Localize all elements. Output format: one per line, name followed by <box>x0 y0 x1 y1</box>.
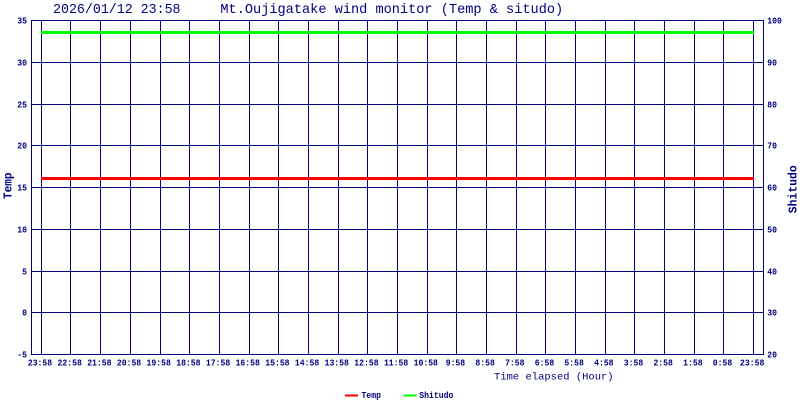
svg-text:15: 15 <box>17 182 27 193</box>
svg-text:Temp: Temp <box>362 390 382 400</box>
svg-text:0:58: 0:58 <box>713 358 733 369</box>
svg-text:50: 50 <box>767 224 777 235</box>
svg-text:Shitudo: Shitudo <box>786 165 800 213</box>
svg-text:30: 30 <box>767 307 777 318</box>
svg-text:Temp: Temp <box>1 172 15 199</box>
svg-text:20:58: 20:58 <box>117 358 142 369</box>
svg-text:5: 5 <box>22 266 27 277</box>
svg-text:21:58: 21:58 <box>87 358 112 369</box>
svg-text:11:58: 11:58 <box>384 358 409 369</box>
svg-text:35: 35 <box>17 15 27 26</box>
svg-text:0: 0 <box>22 307 27 318</box>
svg-text:100: 100 <box>767 15 782 26</box>
svg-text:16:58: 16:58 <box>236 358 261 369</box>
svg-text:2:58: 2:58 <box>653 358 673 369</box>
svg-text:13:58: 13:58 <box>325 358 350 369</box>
svg-text:12:58: 12:58 <box>354 358 379 369</box>
svg-text:18:58: 18:58 <box>176 358 201 369</box>
svg-text:70: 70 <box>767 140 777 151</box>
svg-text:5:58: 5:58 <box>564 358 584 369</box>
svg-text:25: 25 <box>17 99 27 110</box>
svg-text:9:58: 9:58 <box>446 358 466 369</box>
svg-text:30: 30 <box>17 57 27 68</box>
svg-text:8:58: 8:58 <box>475 358 495 369</box>
svg-text:10: 10 <box>17 224 27 235</box>
svg-text:22:58: 22:58 <box>58 358 83 369</box>
svg-text:23:58: 23:58 <box>28 358 53 369</box>
svg-text:Time elapsed (Hour): Time elapsed (Hour) <box>494 372 614 384</box>
svg-text:-5: -5 <box>17 349 27 360</box>
svg-text:23:58: 23:58 <box>740 358 765 369</box>
svg-text:19:58: 19:58 <box>147 358 172 369</box>
svg-text:40: 40 <box>767 266 777 277</box>
svg-text:10:58: 10:58 <box>414 358 439 369</box>
svg-text:14:58: 14:58 <box>295 358 320 369</box>
svg-text:7:58: 7:58 <box>505 358 525 369</box>
svg-text:20: 20 <box>767 349 777 360</box>
svg-text:80: 80 <box>767 99 777 110</box>
svg-text:2026/01/12 23:58: 2026/01/12 23:58 <box>53 2 181 18</box>
svg-text:Shitudo: Shitudo <box>419 390 453 400</box>
svg-text:Mt.Oujigatake wind monitor (Te: Mt.Oujigatake wind monitor (Temp & situd… <box>220 2 563 18</box>
svg-text:15:58: 15:58 <box>265 358 290 369</box>
svg-text:4:58: 4:58 <box>594 358 614 369</box>
svg-text:17:58: 17:58 <box>206 358 231 369</box>
svg-text:1:58: 1:58 <box>683 358 703 369</box>
svg-text:3:58: 3:58 <box>624 358 644 369</box>
svg-text:90: 90 <box>767 57 777 68</box>
svg-text:60: 60 <box>767 182 777 193</box>
svg-text:20: 20 <box>17 140 27 151</box>
svg-text:6:58: 6:58 <box>535 358 555 369</box>
